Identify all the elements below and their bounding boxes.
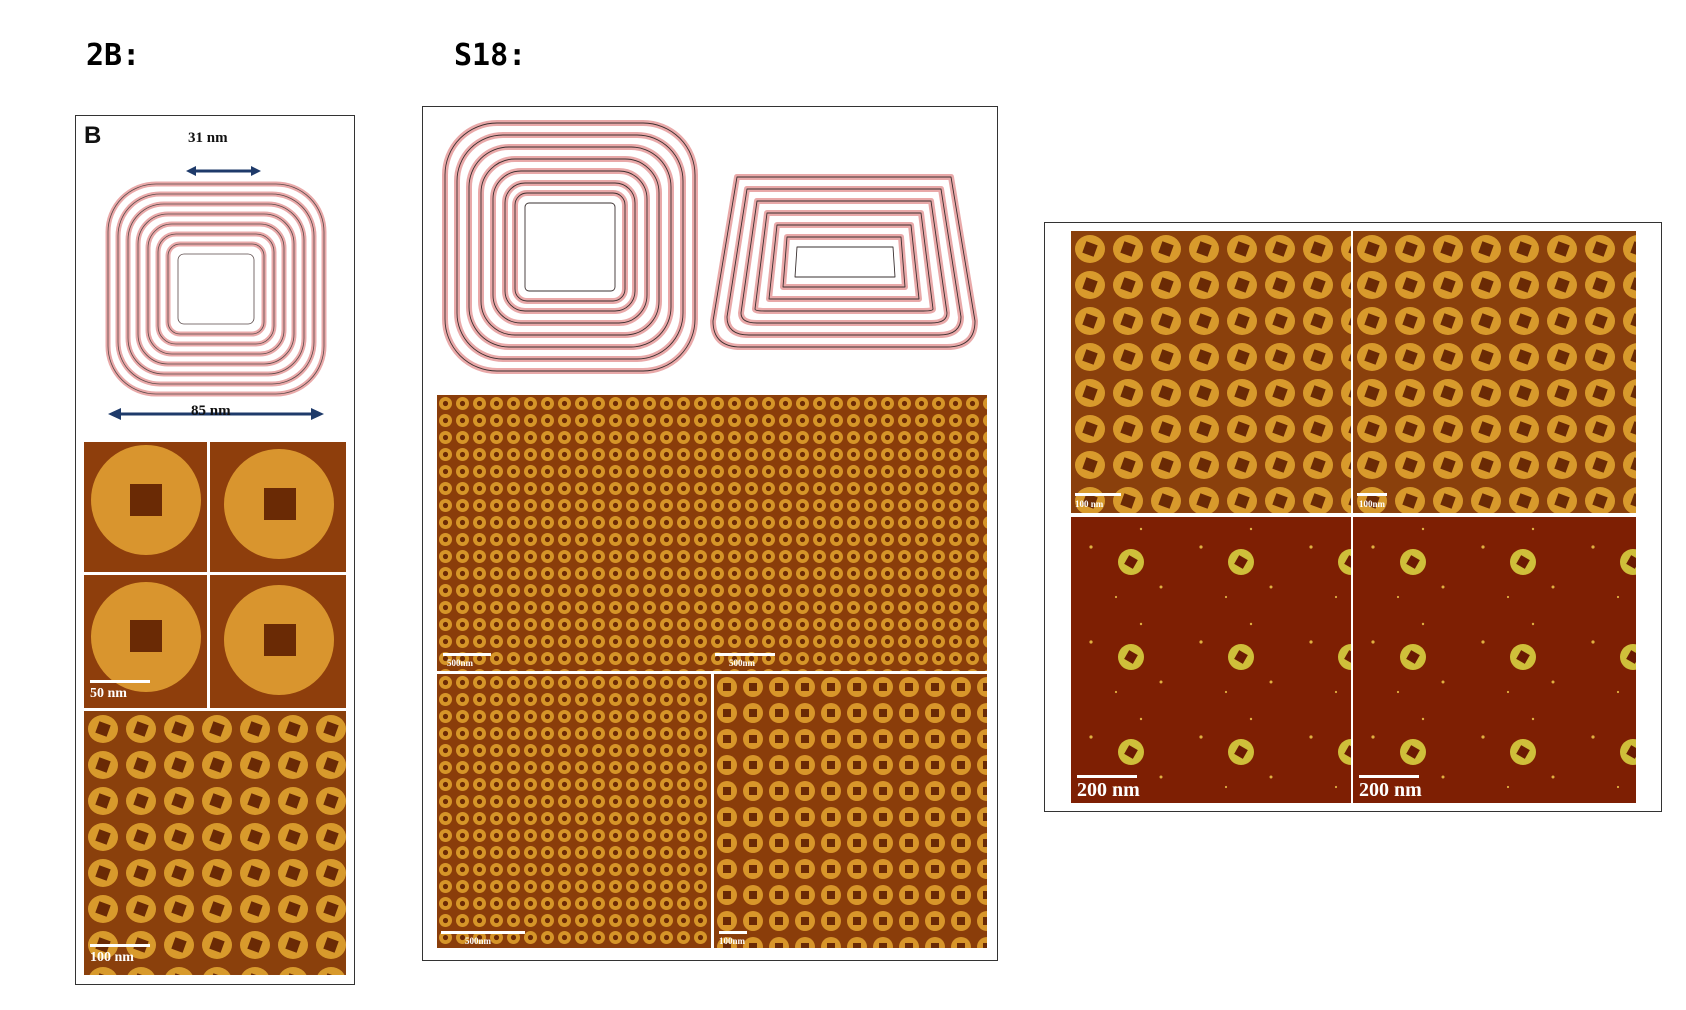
heading-2b: 2B: bbox=[86, 38, 141, 73]
afm-bottom-right-sparse-image bbox=[1353, 517, 1636, 803]
afm-bottom-right-image bbox=[714, 674, 987, 948]
right-top-left-scalebar bbox=[1075, 493, 1121, 496]
zoom-scale-label: 50 nm bbox=[90, 686, 127, 701]
heading-s18: S18: bbox=[454, 38, 527, 73]
right-bottom-right-scale-label: 200 nm bbox=[1359, 779, 1422, 801]
panel-right: 100 nm 100nm 200 nm 200 nm bbox=[1044, 222, 1662, 812]
bottom-right-scale-label: 100nm bbox=[719, 936, 746, 946]
origami-schematic-trapezoid bbox=[710, 174, 978, 350]
afm-bottom-left-image bbox=[437, 674, 711, 948]
overview-scalebar bbox=[90, 944, 150, 947]
origami-schematic-square bbox=[442, 120, 698, 374]
panel-s18: 500nm 500nm 500nm 100nm bbox=[422, 106, 998, 961]
zoom-grid-horizontal bbox=[84, 572, 346, 575]
right-top-right-scalebar bbox=[1357, 493, 1387, 496]
panel-letter: B bbox=[84, 122, 102, 149]
top-dimension-label: 31 nm bbox=[188, 130, 228, 146]
wide-right-scalebar bbox=[715, 653, 775, 656]
s18-separator bbox=[437, 671, 987, 674]
afm-top-right-image bbox=[1353, 231, 1636, 513]
right-bottom-left-scalebar bbox=[1077, 775, 1137, 778]
bottom-left-scale-label: 500nm bbox=[465, 936, 492, 946]
afm-bottom-left-sparse-image bbox=[1071, 517, 1351, 803]
panel-2b: B 31 nm 85 nm bbox=[75, 115, 355, 985]
wide-right-scale-label: 500nm bbox=[729, 658, 756, 668]
zoom-grid-vertical bbox=[207, 442, 210, 708]
afm-overview-image bbox=[84, 711, 346, 975]
origami-schematic bbox=[105, 166, 327, 420]
separator bbox=[84, 708, 346, 711]
right-bottom-right-scalebar bbox=[1359, 775, 1419, 778]
bottom-left-scalebar bbox=[441, 931, 525, 934]
bottom-dimension-label: 85 nm bbox=[191, 403, 231, 419]
wide-left-scalebar bbox=[443, 653, 491, 656]
afm-wide-image bbox=[437, 395, 987, 671]
overview-scale-label: 100 nm bbox=[90, 950, 134, 965]
afm-zoom-image bbox=[84, 442, 346, 708]
wide-left-scale-label: 500nm bbox=[447, 658, 474, 668]
bottom-right-scalebar bbox=[719, 931, 747, 934]
zoom-scalebar bbox=[90, 680, 150, 683]
right-top-left-scale-label: 100 nm bbox=[1075, 499, 1104, 509]
right-top-right-scale-label: 100nm bbox=[1359, 499, 1386, 509]
right-bottom-left-scale-label: 200 nm bbox=[1077, 779, 1140, 801]
afm-top-left-image bbox=[1071, 231, 1351, 513]
